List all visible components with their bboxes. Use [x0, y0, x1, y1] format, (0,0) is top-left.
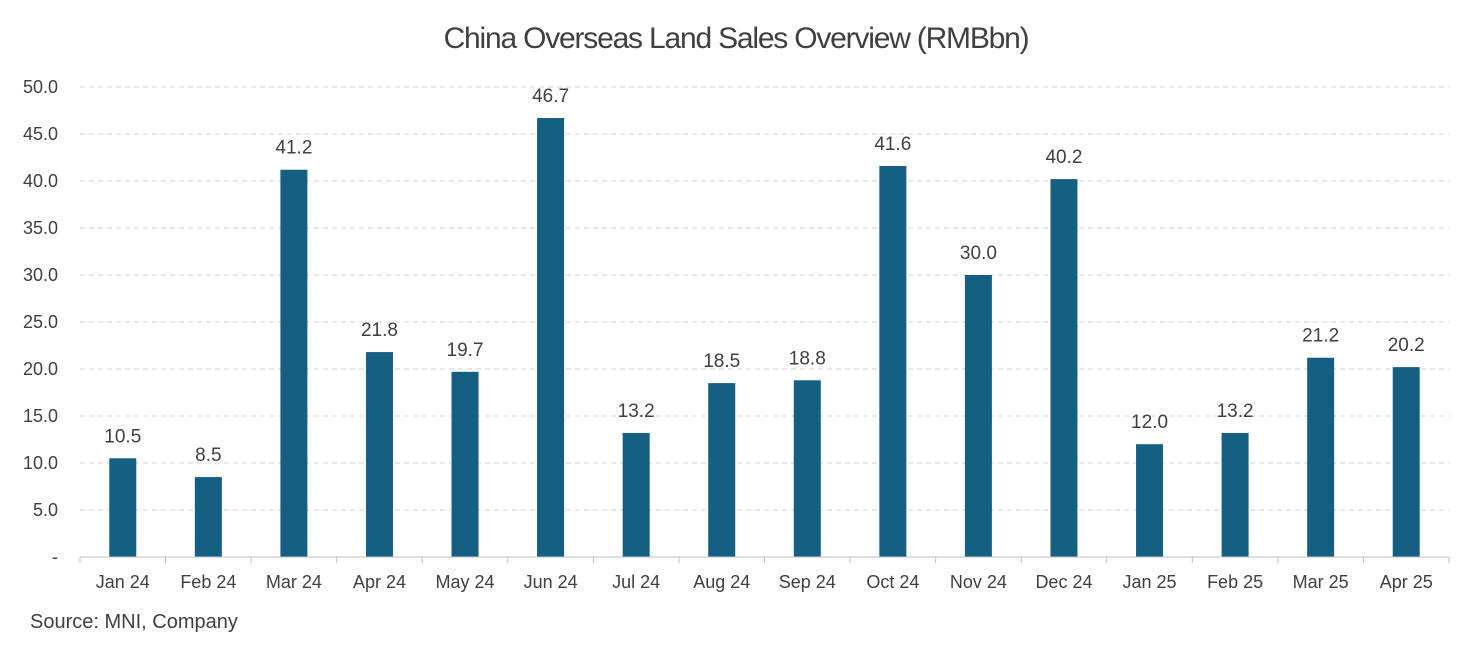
bar	[1307, 357, 1335, 557]
data-label: 13.2	[1217, 401, 1254, 422]
bar	[365, 352, 393, 557]
bar	[451, 371, 479, 557]
x-axis-tick-labels: Jan 24 Feb 24 Mar 24 Apr 24 May 24 Jun 24 Jul …	[79, 557, 1450, 592]
x-tick-label: Mar 24	[266, 572, 322, 592]
y-tick-label: 40.0	[23, 171, 58, 191]
x-tick-label: Mar 25	[1293, 572, 1349, 592]
x-tick-label: Dec 24	[1035, 572, 1092, 592]
data-label: 18.5	[703, 351, 740, 372]
x-tick-label: May 24	[436, 572, 495, 592]
x-tick-label: Feb 24	[180, 572, 236, 592]
x-tick-label: Nov 24	[950, 572, 1007, 592]
x-tick-label: Feb 25	[1207, 572, 1263, 592]
data-label: 41.6	[874, 134, 911, 155]
data-label: 46.7	[532, 86, 569, 107]
x-tick-label: Apr 24	[353, 572, 406, 592]
y-tick-label: 30.0	[23, 265, 58, 285]
data-label: 41.2	[275, 138, 312, 159]
bar	[194, 477, 222, 557]
bar	[280, 169, 308, 557]
chart-title: China Overseas Land Sales Overview (RMBb…	[444, 22, 1029, 55]
data-label: 40.2	[1045, 147, 1082, 168]
y-tick-label: -	[52, 547, 58, 567]
data-label: 19.7	[447, 340, 484, 361]
bar	[879, 165, 907, 557]
data-label: 20.2	[1388, 335, 1425, 356]
data-label: 10.5	[104, 426, 141, 447]
bar	[1050, 179, 1078, 557]
gridlines	[80, 86, 1449, 511]
data-label: 8.5	[195, 445, 221, 466]
x-tick-label: Aug 24	[693, 572, 750, 592]
data-label: 21.8	[361, 320, 398, 341]
x-tick-label: Jul 24	[612, 572, 660, 592]
bar	[793, 380, 821, 557]
bar	[622, 432, 650, 557]
bar	[1136, 444, 1164, 557]
data-label: 21.2	[1302, 326, 1339, 347]
x-tick-label: Jan 25	[1123, 572, 1177, 592]
bar	[708, 383, 736, 557]
x-tick-label: Oct 24	[866, 572, 919, 592]
bars	[109, 118, 1420, 558]
bar	[964, 275, 992, 557]
bar	[1392, 367, 1420, 557]
data-label: 13.2	[618, 401, 655, 422]
y-tick-label: 35.0	[23, 218, 58, 238]
y-tick-label: 5.0	[33, 500, 58, 520]
y-tick-label: 25.0	[23, 312, 58, 332]
y-tick-label: 45.0	[23, 124, 58, 144]
data-label: 12.0	[1131, 412, 1168, 433]
x-tick-label: Jun 24	[524, 572, 578, 592]
y-tick-label: 50.0	[23, 77, 58, 97]
bar	[109, 458, 137, 557]
data-label: 18.8	[789, 348, 826, 369]
x-tick-label: Sep 24	[779, 572, 836, 592]
bar	[537, 118, 565, 558]
data-label: 30.0	[960, 243, 997, 264]
y-axis-tick-labels: - 5.0 10.0 15.0 20.0 25.0 30.0 35.0 40.0 45.0 50.0	[23, 77, 58, 567]
y-tick-label: 15.0	[23, 406, 58, 426]
bar	[1221, 432, 1249, 557]
x-tick-label: Apr 25	[1380, 572, 1433, 592]
y-tick-label: 20.0	[23, 359, 58, 379]
source-note: Source: MNI, Company	[30, 611, 238, 633]
data-labels: 10.5 8.5 41.2 21.8 19.7 46.7 13.2 18.5 18.8 41.6 3…	[104, 86, 1424, 466]
y-tick-label: 10.0	[23, 453, 58, 473]
x-tick-label: Jan 24	[96, 572, 150, 592]
